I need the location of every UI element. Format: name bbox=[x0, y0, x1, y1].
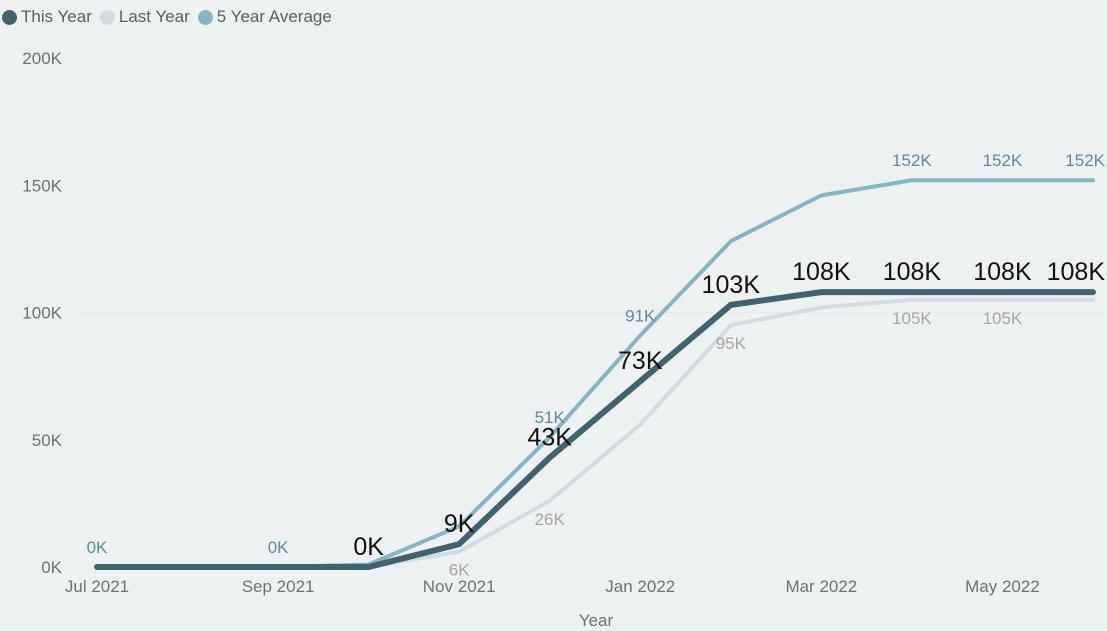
y-tick-label: 150K bbox=[22, 176, 62, 195]
y-axis-ticks: 0K 50K 100K 150K 200K bbox=[22, 49, 62, 577]
legend-item-last-year[interactable]: Last Year bbox=[99, 7, 190, 27]
legend-item-5-year-average[interactable]: 5 Year Average bbox=[197, 7, 332, 27]
series-line-5-year-average bbox=[95, 178, 1095, 569]
data-label-this-year: 73K bbox=[618, 347, 663, 375]
series-lines bbox=[94, 178, 1096, 570]
data-label-this-year: 43K bbox=[527, 424, 572, 452]
x-axis-title: Year bbox=[579, 611, 614, 630]
legend-swatch-5-year-average bbox=[197, 9, 213, 25]
gridlines bbox=[75, 57, 1105, 568]
data-label-last-year: 105K bbox=[983, 309, 1023, 328]
data-label-last-year: 95K bbox=[716, 334, 747, 353]
data-label-this-year: 108K bbox=[792, 258, 851, 286]
chart-legend: This Year Last Year 5 Year Average bbox=[2, 6, 334, 28]
data-label-5-year-average: 152K bbox=[1065, 151, 1105, 170]
data-label-5-year-average: 51K bbox=[535, 408, 566, 427]
legend-item-this-year[interactable]: This Year bbox=[2, 7, 92, 27]
data-label-last-year: 6K bbox=[449, 561, 470, 580]
series-line-this-year bbox=[94, 289, 1096, 570]
data-label-this-year: 108K bbox=[883, 258, 942, 286]
data-label-this-year: 103K bbox=[702, 271, 761, 299]
x-axis-ticks: Jul 2021 Sep 2021 Nov 2021 Jan 2022 Mar 2022… bbox=[65, 577, 1040, 596]
data-label-5-year-average: 0K bbox=[268, 538, 289, 557]
y-tick-label: 100K bbox=[22, 304, 62, 323]
x-tick-label: Sep 2021 bbox=[242, 577, 315, 596]
data-label-5-year-average: 91K bbox=[625, 306, 656, 325]
legend-label-5-year-average: 5 Year Average bbox=[216, 7, 332, 26]
x-tick-label: Jul 2021 bbox=[65, 577, 129, 596]
data-label-last-year: 105K bbox=[892, 309, 932, 328]
data-label-5-year-average: 0K bbox=[87, 538, 108, 557]
data-label-this-year: 108K bbox=[1047, 258, 1106, 286]
legend-label-this-year: This Year bbox=[21, 7, 92, 26]
data-label-5-year-average: 152K bbox=[892, 151, 932, 170]
data-label-this-year: 9K bbox=[444, 510, 475, 538]
y-tick-label: 200K bbox=[22, 49, 62, 68]
y-tick-label: 0K bbox=[41, 558, 62, 577]
x-tick-label: Jan 2022 bbox=[605, 577, 675, 596]
legend-swatch-last-year bbox=[99, 9, 115, 25]
x-tick-label: Nov 2021 bbox=[423, 577, 496, 596]
series-line-last-year bbox=[95, 297, 1095, 569]
data-label-this-year: 108K bbox=[973, 258, 1032, 286]
legend-swatch-this-year bbox=[2, 9, 17, 25]
y-tick-label: 50K bbox=[32, 431, 63, 450]
data-labels: 0K 0K 51K 91K 152K 152K 152K 6K 26K 95K 105K 105K 0K… bbox=[87, 151, 1106, 580]
data-label-this-year: 0K bbox=[353, 533, 384, 561]
data-label-last-year: 26K bbox=[535, 510, 566, 529]
data-label-5-year-average: 152K bbox=[983, 151, 1023, 170]
legend-label-last-year: Last Year bbox=[118, 7, 190, 26]
x-tick-label: May 2022 bbox=[965, 577, 1040, 596]
x-tick-label: Mar 2022 bbox=[785, 577, 857, 596]
